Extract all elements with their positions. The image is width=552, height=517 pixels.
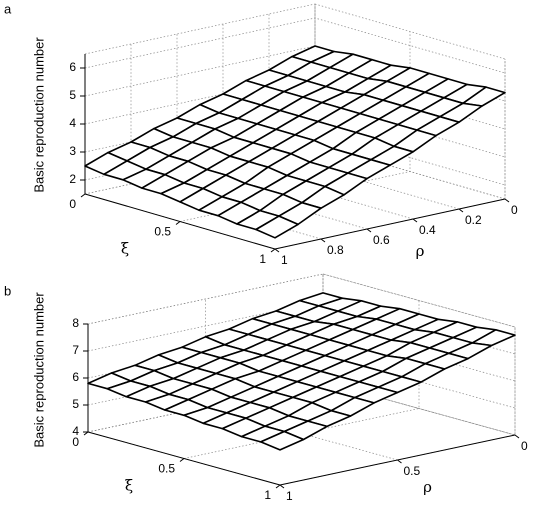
y-tick-label: 0.6 xyxy=(373,233,390,247)
y-tick xyxy=(279,484,285,489)
y-axis-label: ρ xyxy=(416,242,425,260)
z-tick-label: 4 xyxy=(72,424,79,438)
y-tick-label: 0 xyxy=(521,439,528,453)
y-tick-label: 0.2 xyxy=(465,213,482,227)
y-tick xyxy=(366,228,372,233)
y-tick xyxy=(504,198,510,203)
panel: 2 3 4 5 6 0 0.5 1 0 0.2 0.4 0.6 0.8 1 a Basic reproduct… xyxy=(4,1,518,267)
y-tick-label: 1 xyxy=(286,489,293,503)
x-tick-label: 0.5 xyxy=(154,225,171,239)
y-tick xyxy=(514,434,520,439)
y-tick xyxy=(274,248,280,253)
y-tick-label: 0.4 xyxy=(419,223,436,237)
y-axis xyxy=(279,434,516,486)
x-axis-label: ξ xyxy=(121,240,129,258)
z-tick-label: 7 xyxy=(72,343,79,357)
x-axis xyxy=(87,431,281,486)
x-tick xyxy=(80,193,86,198)
y-axis xyxy=(274,198,506,250)
x-tick-label: 0 xyxy=(72,435,79,449)
grid-line xyxy=(222,24,414,220)
z-tick-label: 8 xyxy=(72,316,79,330)
y-tick-label: 0.5 xyxy=(404,464,421,478)
z-tick-label: 6 xyxy=(72,370,79,384)
x-tick xyxy=(175,221,181,225)
z-axis-label: Basic reproduction number xyxy=(31,292,46,448)
box-edge xyxy=(84,3,316,55)
x-tick-label: 0 xyxy=(69,197,76,211)
x-tick-label: 0.5 xyxy=(158,462,175,476)
x-tick xyxy=(83,431,89,436)
grid-line xyxy=(176,34,368,230)
panel: 4 5 6 7 8 0 0.5 1 0 0.5 1 b Basic reproduction numbe… xyxy=(4,273,528,503)
surface-cell xyxy=(259,430,305,451)
x-axis xyxy=(84,193,276,250)
grid-line xyxy=(279,327,516,486)
z-tick-label: 2 xyxy=(69,172,76,186)
grid-line xyxy=(130,44,322,240)
z-axis-label: Basic reproduction number xyxy=(31,37,46,193)
x-tick xyxy=(270,248,276,253)
z-tick-label: 4 xyxy=(69,116,76,130)
y-tick xyxy=(412,218,418,223)
surface-cell xyxy=(255,215,299,239)
y-tick xyxy=(397,459,402,464)
y-tick-label: 0.8 xyxy=(327,243,344,257)
panel-label: b xyxy=(4,283,11,298)
y-tick-label: 1 xyxy=(281,253,288,267)
y-tick-label: 0 xyxy=(511,203,518,217)
y-tick xyxy=(320,238,326,243)
z-tick-label: 5 xyxy=(69,88,76,102)
x-tick xyxy=(179,458,185,462)
z-tick-label: 3 xyxy=(69,144,76,158)
grid-line xyxy=(268,14,460,210)
y-axis-label: ρ xyxy=(423,478,432,496)
x-tick-label: 1 xyxy=(259,252,266,266)
z-tick-label: 6 xyxy=(69,60,76,74)
y-tick xyxy=(458,208,464,213)
z-tick-label: 5 xyxy=(72,397,79,411)
x-tick-label: 1 xyxy=(264,488,271,502)
x-tick xyxy=(275,484,281,489)
x-axis-label: ξ xyxy=(125,477,133,495)
panel-label: a xyxy=(4,1,12,16)
